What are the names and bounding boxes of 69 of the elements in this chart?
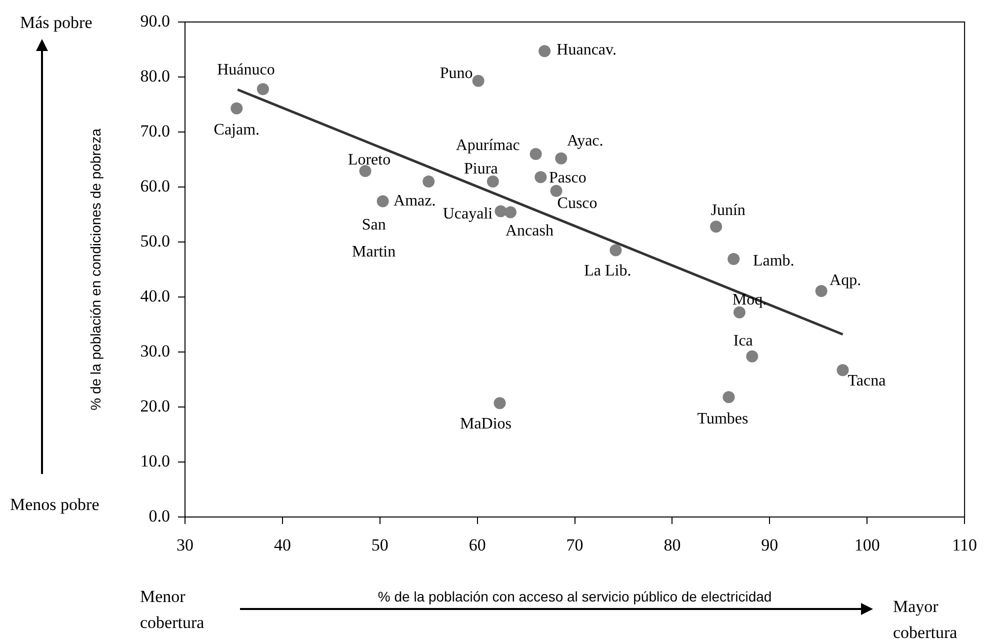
annotation: Pasco [549, 169, 586, 186]
point [422, 176, 435, 188]
annotation: Tacna [848, 372, 886, 390]
annotation: Lamb. [752, 252, 794, 270]
x-tick-label: 90 [761, 536, 778, 555]
y-tick-label: 90.0 [140, 11, 170, 30]
x-tick-label: 100 [854, 536, 880, 555]
annotation: MaDios [460, 415, 512, 432]
x-tick-label: 60 [468, 536, 486, 555]
y-tick-label: 10.0 [140, 451, 170, 470]
point [472, 74, 484, 87]
text: Mayor cobertura [893, 596, 958, 642]
annotation: Aqp. [830, 272, 862, 290]
y-tick-label: 60.0 [140, 176, 170, 196]
point [256, 83, 269, 96]
annotation: Piura [464, 160, 498, 178]
x-tick-label: 110 [952, 536, 978, 555]
annotation: Ayac. [566, 132, 604, 150]
x-tick-label: 50 [371, 536, 388, 555]
point [359, 165, 372, 178]
point [530, 148, 542, 160]
point [836, 364, 849, 376]
point [534, 171, 547, 184]
annotation: San Martin [352, 216, 396, 261]
point [610, 244, 622, 256]
y-tick-label: 30.0 [140, 341, 170, 360]
x-tick-label: 80 [664, 536, 681, 555]
text: Más pobre [20, 12, 94, 34]
annotation: Huancav. [556, 41, 616, 58]
point [538, 45, 551, 58]
annotation: Cajam. [214, 122, 260, 139]
x-axis-title: % de la población con acceso al servicio público de electricidad [378, 588, 772, 604]
point [815, 284, 828, 297]
point [710, 220, 722, 233]
x-tick-label: 30 [176, 536, 194, 555]
annotation: Ucayali [442, 205, 494, 222]
y-tick-label: 20.0 [140, 396, 170, 416]
text: Menos pobre [10, 494, 100, 516]
point [494, 205, 507, 218]
point [494, 397, 506, 410]
annotation: Ica [733, 332, 753, 350]
x-tick-label: 70 [566, 536, 584, 555]
point [555, 152, 568, 164]
point [504, 206, 516, 218]
text: Menor cobertura [140, 586, 206, 634]
annotation: Apurímac [456, 137, 520, 154]
point [550, 184, 562, 197]
point [746, 350, 758, 362]
point [376, 195, 389, 208]
point [722, 391, 735, 404]
y-tick-label: 0.0 [148, 506, 170, 526]
annotation: Tumbes [697, 410, 748, 428]
annotation: Cusco [557, 195, 598, 212]
x-tick-label: 40 [274, 536, 291, 555]
y-tick-label: 50.0 [140, 231, 170, 250]
y-axis-title: % de la población en condiciones de pobreza [87, 128, 104, 410]
y-tick-label: 70.0 [140, 121, 170, 140]
point [728, 253, 740, 266]
annotation: Huánuco [217, 61, 275, 78]
annotation: Puno [440, 65, 473, 82]
y-tick-label: 80.0 [140, 66, 170, 86]
point [230, 102, 243, 114]
annotation: Loreto [348, 151, 391, 168]
y-tick-label: 40.0 [140, 286, 170, 306]
annotation: Amaz. [394, 192, 436, 210]
annotation: Ancash [505, 222, 554, 240]
annotation: Junín [710, 202, 746, 219]
annotation: La Lib. [584, 262, 632, 280]
point [486, 176, 499, 188]
